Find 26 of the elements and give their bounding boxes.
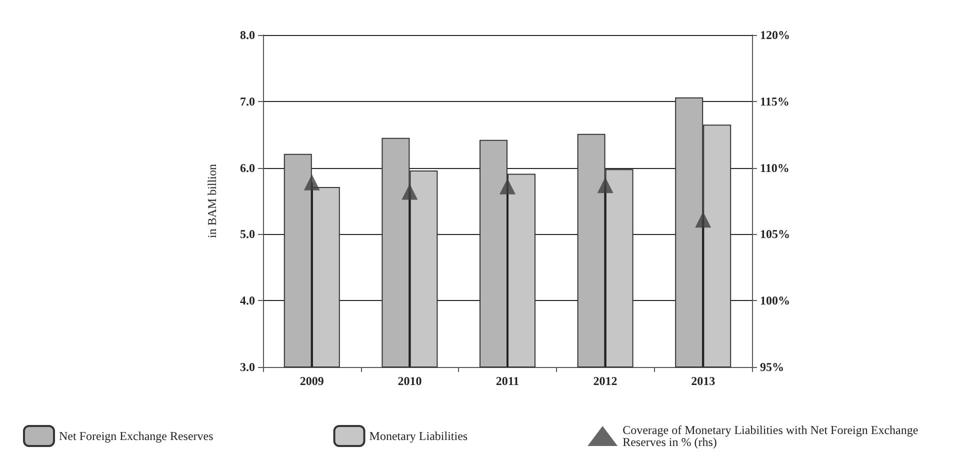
legend-label: Coverage of Monetary Liabilities with Net Foreign Exchange Reserves in % (rhs)	[622, 423, 922, 449]
x-tick-label: 2009	[300, 374, 324, 388]
x-tick-label: 2011	[496, 374, 520, 388]
point	[597, 177, 614, 194]
point	[402, 184, 418, 200]
y2-tick-label: 120%	[760, 28, 790, 42]
y-tick-label: 6.0	[240, 160, 255, 175]
y-tick-label: 7.0	[240, 94, 255, 108]
point	[304, 174, 320, 190]
y-tick-label: 3.0	[240, 360, 255, 374]
x-tick-label: 2013	[691, 374, 716, 388]
y2-tick-label: 115%	[760, 94, 790, 108]
x-tick-label: 2010	[398, 374, 422, 388]
y2-tick-label: 105%	[760, 227, 790, 242]
y2-tick-label: 95%	[760, 360, 784, 374]
y2-tick-label: 110%	[760, 160, 790, 175]
point	[695, 212, 712, 228]
y2-tick-label: 100%	[760, 294, 790, 308]
y-tick-label: 5.0	[240, 227, 255, 242]
point	[500, 178, 516, 194]
y-axis-title: in BAM billion	[205, 164, 219, 238]
y-tick-label: 8.0	[240, 28, 255, 42]
x-tick-label: 2012	[593, 374, 618, 388]
legend-label: Monetary Liabilities	[369, 429, 468, 443]
y-tick-label: 4.0	[240, 294, 255, 308]
legend-label: Net Foreign Exchange Reserves	[59, 429, 214, 443]
